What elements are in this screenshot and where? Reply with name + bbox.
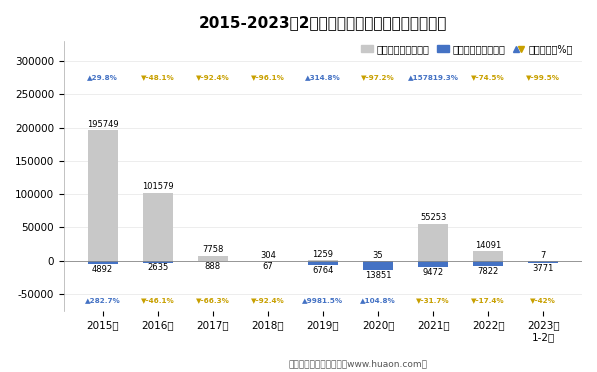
Text: 4892: 4892 bbox=[92, 265, 113, 274]
Bar bbox=[473, 251, 503, 261]
Bar bbox=[198, 256, 228, 261]
Text: ▼-42%: ▼-42% bbox=[530, 297, 556, 303]
Bar bbox=[143, 193, 173, 261]
Text: 304: 304 bbox=[260, 251, 276, 260]
Text: ▲9981.5%: ▲9981.5% bbox=[303, 297, 343, 303]
Text: 6764: 6764 bbox=[312, 266, 334, 275]
Text: ▼-66.3%: ▼-66.3% bbox=[196, 297, 230, 303]
Bar bbox=[528, 261, 558, 263]
Bar bbox=[418, 224, 448, 261]
Text: 7758: 7758 bbox=[202, 245, 223, 254]
Text: ▲104.8%: ▲104.8% bbox=[360, 297, 396, 303]
Title: 2015-2023年2月营口港保税物流中心进、出口额: 2015-2023年2月营口港保税物流中心进、出口额 bbox=[199, 15, 447, 30]
Bar bbox=[308, 261, 338, 265]
Text: 195749: 195749 bbox=[87, 120, 118, 129]
Text: 制图：华经产业研究院（www.huaon.com）: 制图：华经产业研究院（www.huaon.com） bbox=[289, 359, 427, 368]
Text: 888: 888 bbox=[205, 262, 221, 271]
Text: ▼-74.5%: ▼-74.5% bbox=[472, 74, 505, 81]
Text: 3771: 3771 bbox=[533, 264, 554, 273]
Text: ▼-96.1%: ▼-96.1% bbox=[251, 74, 285, 81]
Bar bbox=[88, 261, 118, 264]
Text: 2635: 2635 bbox=[147, 263, 168, 272]
Text: 1259: 1259 bbox=[312, 250, 334, 259]
Bar bbox=[418, 261, 448, 267]
Text: 13851: 13851 bbox=[365, 271, 391, 280]
Legend: 出口总额（万美元）, 进口总额（万美元）, 同比增速（%）: 出口总额（万美元）, 进口总额（万美元）, 同比增速（%） bbox=[357, 40, 577, 58]
Text: 14091: 14091 bbox=[475, 241, 501, 250]
Text: ▲157819.3%: ▲157819.3% bbox=[408, 74, 458, 81]
Text: ▼-92.4%: ▼-92.4% bbox=[251, 297, 285, 303]
Text: ▼-97.2%: ▼-97.2% bbox=[361, 74, 395, 81]
Text: 101579: 101579 bbox=[142, 182, 174, 192]
Bar bbox=[88, 130, 118, 261]
Text: ▼-99.5%: ▼-99.5% bbox=[527, 74, 561, 81]
Text: 67: 67 bbox=[263, 262, 273, 271]
Text: 35: 35 bbox=[373, 251, 383, 260]
Bar bbox=[473, 261, 503, 266]
Text: ▼-46.1%: ▼-46.1% bbox=[141, 297, 174, 303]
Text: ▼-31.7%: ▼-31.7% bbox=[416, 297, 450, 303]
Text: ▲29.8%: ▲29.8% bbox=[87, 74, 118, 81]
Bar bbox=[308, 260, 338, 261]
Text: ▼-92.4%: ▼-92.4% bbox=[196, 74, 230, 81]
Bar bbox=[363, 261, 393, 270]
Bar bbox=[143, 261, 173, 263]
Text: 7: 7 bbox=[541, 251, 546, 260]
Text: 55253: 55253 bbox=[420, 213, 447, 222]
Text: ▼-17.4%: ▼-17.4% bbox=[472, 297, 505, 303]
Text: 9472: 9472 bbox=[423, 268, 444, 277]
Text: ▲314.8%: ▲314.8% bbox=[305, 74, 341, 81]
Text: 7822: 7822 bbox=[478, 267, 499, 276]
Text: ▼-48.1%: ▼-48.1% bbox=[141, 74, 174, 81]
Bar bbox=[198, 261, 228, 262]
Text: ▲282.7%: ▲282.7% bbox=[85, 297, 121, 303]
